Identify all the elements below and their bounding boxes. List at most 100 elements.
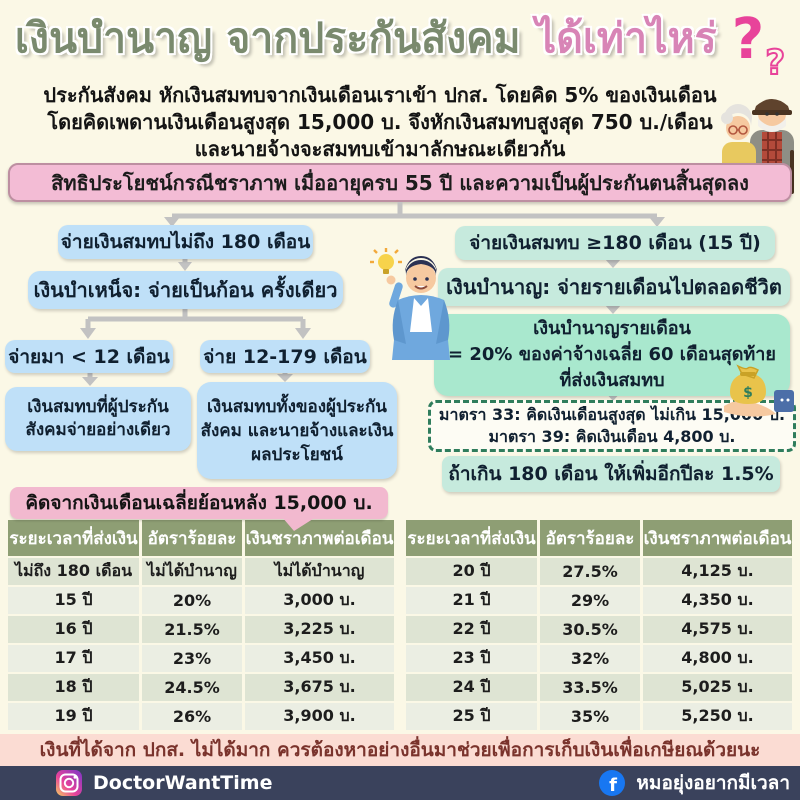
cell-pension: 5,250 บ. [643, 703, 792, 732]
cell-duration: 17 ปี [8, 645, 142, 674]
flow-box-12-179-condition: จ่าย 12-179 เดือน [200, 340, 370, 373]
flow-box-pension-formula: เงินบำนาญรายเดือน = 20% ของค่าจ้างเฉลี่ย… [434, 314, 790, 396]
header-monthly-pension: เงินชราภาพต่อเดือน [643, 520, 792, 558]
table-row: ไม่ถึง 180 เดือน ไม่ได้บำนาญ ไม่ได้บำนาญ [8, 558, 394, 587]
question-mark-outline-icon: ? [764, 42, 786, 84]
flow-box-12-179-result: เงินสมทบทั้งของผู้ประกันสังคม และนายจ้าง… [197, 382, 397, 479]
table-header-row: ระยะเวลาที่ส่งเงิน อัตราร้อยละ เงินชราภา… [8, 520, 394, 558]
cell-duration: 21 ปี [406, 587, 540, 616]
cell-rate: 21.5% [142, 616, 245, 645]
cell-duration: 20 ปี [406, 558, 540, 587]
facebook-name: หมอยุ่งอยากมีเวลา [636, 772, 790, 794]
closing-note: เงินที่ได้จาก ปกส. ไม่ได้มาก ควรต้องหาอย… [0, 734, 800, 766]
instagram-icon [56, 770, 82, 796]
cell-rate: 23% [142, 645, 245, 674]
table-header-row: ระยะเวลาที่ส่งเงิน อัตราร้อยละ เงินชราภา… [406, 520, 792, 558]
cell-rate: 32% [540, 645, 643, 674]
intro-line-1: ประกันสังคม หักเงินสมทบจากเงินเดือนเราเข… [43, 83, 717, 107]
table-row: 19 ปี 26% 3,900 บ. [8, 703, 394, 732]
title-highlight: ได้เท่าไหร่ [535, 14, 717, 62]
page-title: เงินบำนาญ จากประกันสังคม ได้เท่าไหร่ ? ? [0, 6, 800, 84]
dollar-sign: $ [743, 385, 753, 401]
title-main: เงินบำนาญ จากประกันสังคม [14, 14, 521, 62]
intro-text: ประกันสังคม หักเงินสมทบจากเงินเดือนเราเข… [20, 82, 740, 163]
flow-box-lump-condition: จ่ายเงินสมทบไม่ถึง 180 เดือน [58, 225, 313, 259]
cell-duration: 22 ปี [406, 616, 540, 645]
flow-box-pension-result: เงินบำนาญ: จ่ายรายเดือนไปตลอดชีวิต [438, 268, 790, 306]
flow-box-pension-condition: จ่ายเงินสมทบ ≥180 เดือน (15 ปี) [455, 226, 775, 260]
cell-duration: 25 ปี [406, 703, 540, 732]
cell-pension: 3,675 บ. [245, 674, 394, 703]
flow-box-under12-result: เงินสมทบที่ผู้ประกันสังคมจ่ายอย่างเดียว [5, 387, 191, 451]
pension-formula-line-1: เงินบำนาญรายเดือน [533, 318, 691, 339]
footer-bar: DoctorWantTime f หมอยุ่งอยากมีเวลา [0, 766, 800, 800]
lightbulb-icon [370, 248, 402, 274]
cell-rate: 24.5% [142, 674, 245, 703]
table-row: 18 ปี 24.5% 3,675 บ. [8, 674, 394, 703]
cell-duration: 19 ปี [8, 703, 142, 732]
section-39-note: มาตรา 39: คิดเงินเดือน 4,800 บ. [488, 427, 736, 446]
flow-box-under12-condition: จ่ายมา < 12 เดือน [5, 340, 173, 373]
cell-pension: 3,900 บ. [245, 703, 394, 732]
cell-rate: 20% [142, 587, 245, 616]
cell-pension: 5,025 บ. [643, 674, 792, 703]
cell-rate: 33.5% [540, 674, 643, 703]
question-mark-icon: ? [731, 7, 765, 72]
intro-line-2: โดยคิดเพดานเงินเดือนสูงสุด 15,000 บ. จึง… [47, 110, 713, 134]
table-row: 17 ปี 23% 3,450 บ. [8, 645, 394, 674]
section-33-note: มาตรา 33: คิดเงินเดือนสูงสุด ไม่เกิน 15,… [438, 405, 786, 424]
header-monthly-pension: เงินชราภาพต่อเดือน [245, 520, 394, 558]
table-row: 22 ปี 30.5% 4,575 บ. [406, 616, 792, 645]
cell-pension: 3,225 บ. [245, 616, 394, 645]
cell-pension: ไม่ได้บำนาญ [245, 558, 394, 587]
table-note-tail [282, 517, 316, 531]
table-row: 23 ปี 32% 4,800 บ. [406, 645, 792, 674]
table-row: 16 ปี 21.5% 3,225 บ. [8, 616, 394, 645]
table-row: 15 ปี 20% 3,000 บ. [8, 587, 394, 616]
benefit-banner: สิทธิประโยชน์กรณีชราภาพ เมื่ออายุครบ 55 … [8, 163, 792, 202]
instagram-group: DoctorWantTime [55, 769, 272, 797]
table-row: 21 ปี 29% 4,350 บ. [406, 587, 792, 616]
pension-table-left: ระยะเวลาที่ส่งเงิน อัตราร้อยละ เงินชราภา… [8, 520, 394, 732]
table-note-bubble: คิดจากเงินเดือนเฉลี่ยย้อนหลัง 15,000 บ. [10, 487, 388, 519]
facebook-group: f หมอยุ่งอยากมีเวลา [598, 768, 790, 798]
cell-pension: 4,800 บ. [643, 645, 792, 674]
cell-rate: 30.5% [540, 616, 643, 645]
facebook-icon: f [599, 770, 626, 796]
table-row: 24 ปี 33.5% 5,025 บ. [406, 674, 792, 703]
cell-duration: 15 ปี [8, 587, 142, 616]
cell-rate: 29% [540, 587, 643, 616]
money-bag-icon: $ [724, 364, 794, 417]
cell-pension: 3,450 บ. [245, 645, 394, 674]
cell-rate: 35% [540, 703, 643, 732]
cell-duration: 24 ปี [406, 674, 540, 703]
header-rate: อัตราร้อยละ [540, 520, 643, 558]
flow-box-over-180-bonus: ถ้าเกิน 180 เดือน ให้เพิ่มอีกปีละ 1.5% [442, 456, 780, 492]
pension-formula-line-2: = 20% ของค่าจ้างเฉลี่ย 60 เดือนสุดท้าย [448, 344, 776, 365]
facebook-letter: f [609, 775, 617, 796]
flow-box-lump-result: เงินบำเหน็จ: จ่ายเป็นก้อน ครั้งเดียว [28, 271, 343, 309]
cell-duration: 16 ปี [8, 616, 142, 645]
table-row: 20 ปี 27.5% 4,125 บ. [406, 558, 792, 587]
header-duration: ระยะเวลาที่ส่งเงิน [406, 520, 540, 558]
cell-pension: 4,350 บ. [643, 587, 792, 616]
header-duration: ระยะเวลาที่ส่งเงิน [8, 520, 142, 558]
cell-pension: 3,000 บ. [245, 587, 394, 616]
man-idea-illustration [370, 248, 450, 360]
cell-duration: ไม่ถึง 180 เดือน [8, 558, 142, 587]
instagram-handle: DoctorWantTime [93, 772, 273, 794]
cell-rate: 26% [142, 703, 245, 732]
pension-formula-line-3: ที่ส่งเงินสมทบ [559, 370, 665, 391]
cell-rate: 27.5% [540, 558, 643, 587]
pension-table-right: ระยะเวลาที่ส่งเงิน อัตราร้อยละ เงินชราภา… [406, 520, 792, 732]
pension-section-note: มาตรา 33: คิดเงินเดือนสูงสุด ไม่เกิน 15,… [428, 400, 796, 452]
cell-rate: ไม่ได้บำนาญ [142, 558, 245, 587]
cell-duration: 23 ปี [406, 645, 540, 674]
cell-pension: 4,575 บ. [643, 616, 792, 645]
cell-duration: 18 ปี [8, 674, 142, 703]
header-rate: อัตราร้อยละ [142, 520, 245, 558]
cell-pension: 4,125 บ. [643, 558, 792, 587]
intro-line-3: และนายจ้างจะสมทบเข้ามาลักษณะเดียวกัน [194, 137, 566, 161]
table-row: 25 ปี 35% 5,250 บ. [406, 703, 792, 732]
